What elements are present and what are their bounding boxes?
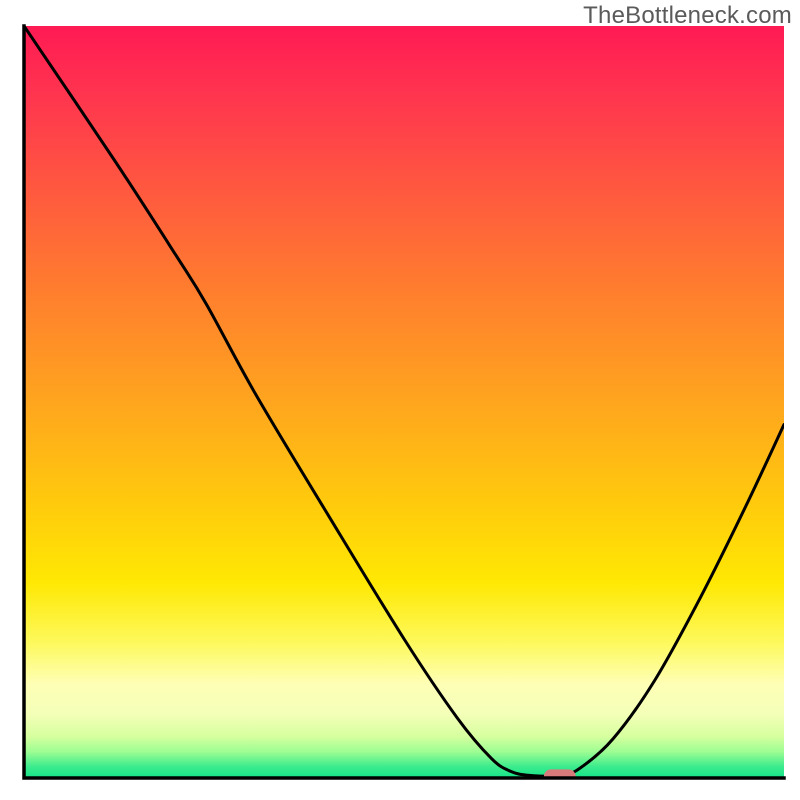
plot-area	[24, 26, 784, 784]
chart-container: TheBottleneck.com	[0, 0, 800, 800]
watermark-text: TheBottleneck.com	[583, 2, 792, 30]
gradient-background	[24, 26, 784, 778]
bottleneck-chart	[0, 0, 800, 800]
